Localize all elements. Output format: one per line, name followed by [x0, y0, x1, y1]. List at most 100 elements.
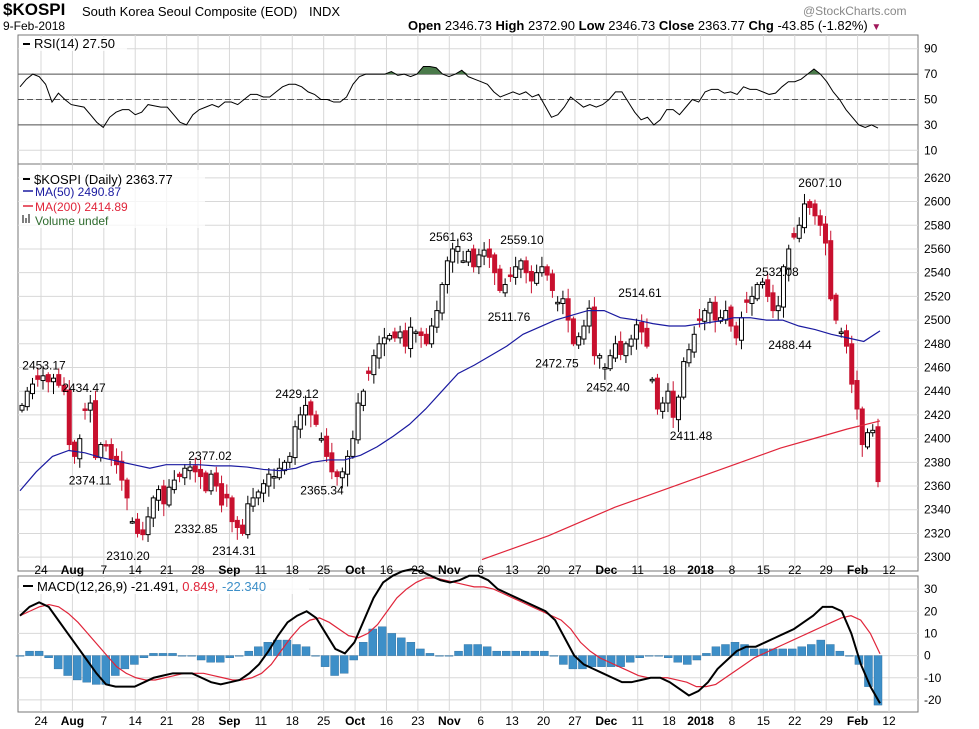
macd-histogram-bar	[92, 655, 101, 685]
candle-body	[418, 331, 424, 336]
price-x-tick-label: 21	[160, 563, 174, 577]
macd-label-bg	[19, 578, 309, 594]
candle-body	[875, 426, 881, 483]
candle-body	[56, 374, 62, 386]
candle-body	[707, 301, 713, 314]
candle-body	[607, 355, 613, 370]
price-annotation: 2332.85	[174, 522, 218, 536]
candle-body	[812, 203, 818, 217]
candle-body	[287, 455, 293, 463]
macd-title: MACD(12,26,9) -21.491, 0.849, -22.340	[37, 579, 266, 594]
candle-body	[119, 460, 125, 481]
rsi-y-tick-label: 70	[924, 67, 938, 81]
macd-histogram-bar	[492, 650, 501, 656]
candle-body	[833, 294, 839, 321]
price-x-tick-label: Sep	[218, 563, 240, 577]
candle-body	[518, 260, 524, 270]
macd-histogram-bar	[473, 644, 482, 656]
macd-histogram-bar	[130, 655, 139, 665]
candle-body	[145, 516, 151, 536]
macd-histogram-bar	[807, 644, 816, 656]
macd-histogram-bar	[196, 655, 206, 661]
candle-body	[870, 429, 876, 434]
macd-histogram-bar	[559, 655, 568, 665]
candle-body	[166, 486, 172, 506]
candle-body	[439, 284, 445, 314]
rsi-y-tick-label: 10	[924, 143, 938, 157]
price-legend-label: $KOSPI (Daily) 2363.77	[34, 172, 173, 187]
candle-body	[219, 483, 225, 506]
high-label: High	[495, 18, 525, 33]
macd-x-tick-label: Feb	[847, 714, 868, 728]
candle-body	[434, 310, 440, 328]
macd-histogram-bar	[501, 650, 511, 656]
macd-y-tick-label: 10	[924, 626, 938, 640]
macd-histogram-bar	[15, 655, 25, 657]
macd-panel-frame	[17, 575, 919, 713]
candle-body	[775, 305, 781, 312]
candle-body	[623, 343, 629, 357]
macd-histogram-bar	[711, 646, 721, 656]
price-annotation: 2559.10	[500, 233, 544, 247]
candle-body	[255, 491, 261, 499]
candle-body	[297, 414, 303, 430]
candle-body	[82, 408, 88, 411]
macd-histogram-bar	[358, 642, 368, 656]
candle-body	[429, 325, 435, 345]
price-x-tick-label: 28	[191, 563, 205, 577]
price-x-tick-label: Aug	[61, 563, 84, 577]
candle-body	[350, 438, 356, 457]
candle-body	[702, 310, 708, 322]
macd-histogram-bar	[72, 655, 82, 681]
price-annotation: 2365.34	[300, 484, 344, 498]
macd-histogram-bar	[521, 650, 530, 656]
macd-histogram-bar	[683, 655, 692, 665]
price-y-tick-label: 2600	[924, 195, 951, 209]
macd-x-tick-label: 15	[757, 714, 771, 728]
price-x-tick-label: 18	[662, 563, 676, 577]
price-legend-bg	[19, 170, 205, 228]
price-annotation: 2511.76	[488, 310, 531, 324]
macd-x-tick-label: 23	[411, 714, 425, 728]
candle-body	[313, 414, 319, 425]
candle-body	[108, 444, 114, 460]
macd-x-tick-label: 11	[632, 714, 645, 728]
macd-histogram-bar	[530, 650, 540, 656]
candle-body	[807, 201, 813, 208]
candle-body	[822, 223, 828, 244]
macd-histogram-bar	[225, 655, 234, 658]
candle-body	[759, 281, 765, 286]
macd-histogram-bar	[444, 655, 454, 657]
candle-body	[345, 455, 351, 475]
macd-x-tick-label: Oct	[345, 714, 365, 728]
macd-x-tick-label: 11	[255, 714, 268, 728]
symbol-name: South Korea Seoul Composite (EOD)	[82, 4, 298, 19]
macd-histogram-bar	[416, 648, 425, 656]
price-y-tick-label: 2340	[924, 503, 951, 517]
macd-histogram-bar	[549, 655, 559, 657]
price-legend-label: MA(200) 2414.89	[35, 200, 128, 214]
macd-histogram-bar	[749, 648, 759, 656]
candle-body	[224, 493, 230, 499]
candle-body	[30, 383, 36, 395]
candle-body	[744, 299, 750, 303]
candle-body	[849, 343, 855, 385]
macd-histogram-bar	[835, 650, 845, 656]
candle-body	[675, 396, 681, 421]
price-x-tick-label: 24	[34, 563, 48, 577]
candle-body	[266, 473, 272, 487]
macd-histogram-bar	[787, 648, 797, 656]
candle-body	[161, 485, 167, 505]
ohlc-readout: Open 2346.73 High 2372.90 Low 2346.73 Cl…	[408, 18, 881, 33]
price-y-tick-label: 2540	[924, 266, 951, 280]
candle-body	[465, 250, 471, 263]
price-x-tick-label: Oct	[345, 563, 365, 577]
close-label: Close	[658, 18, 695, 33]
price-legend-label: Volume undef	[35, 214, 109, 228]
macd-y-tick-label: 30	[924, 582, 938, 596]
candle-body	[544, 266, 550, 276]
candle-body	[728, 306, 734, 327]
macd-histogram-bar	[397, 637, 406, 656]
